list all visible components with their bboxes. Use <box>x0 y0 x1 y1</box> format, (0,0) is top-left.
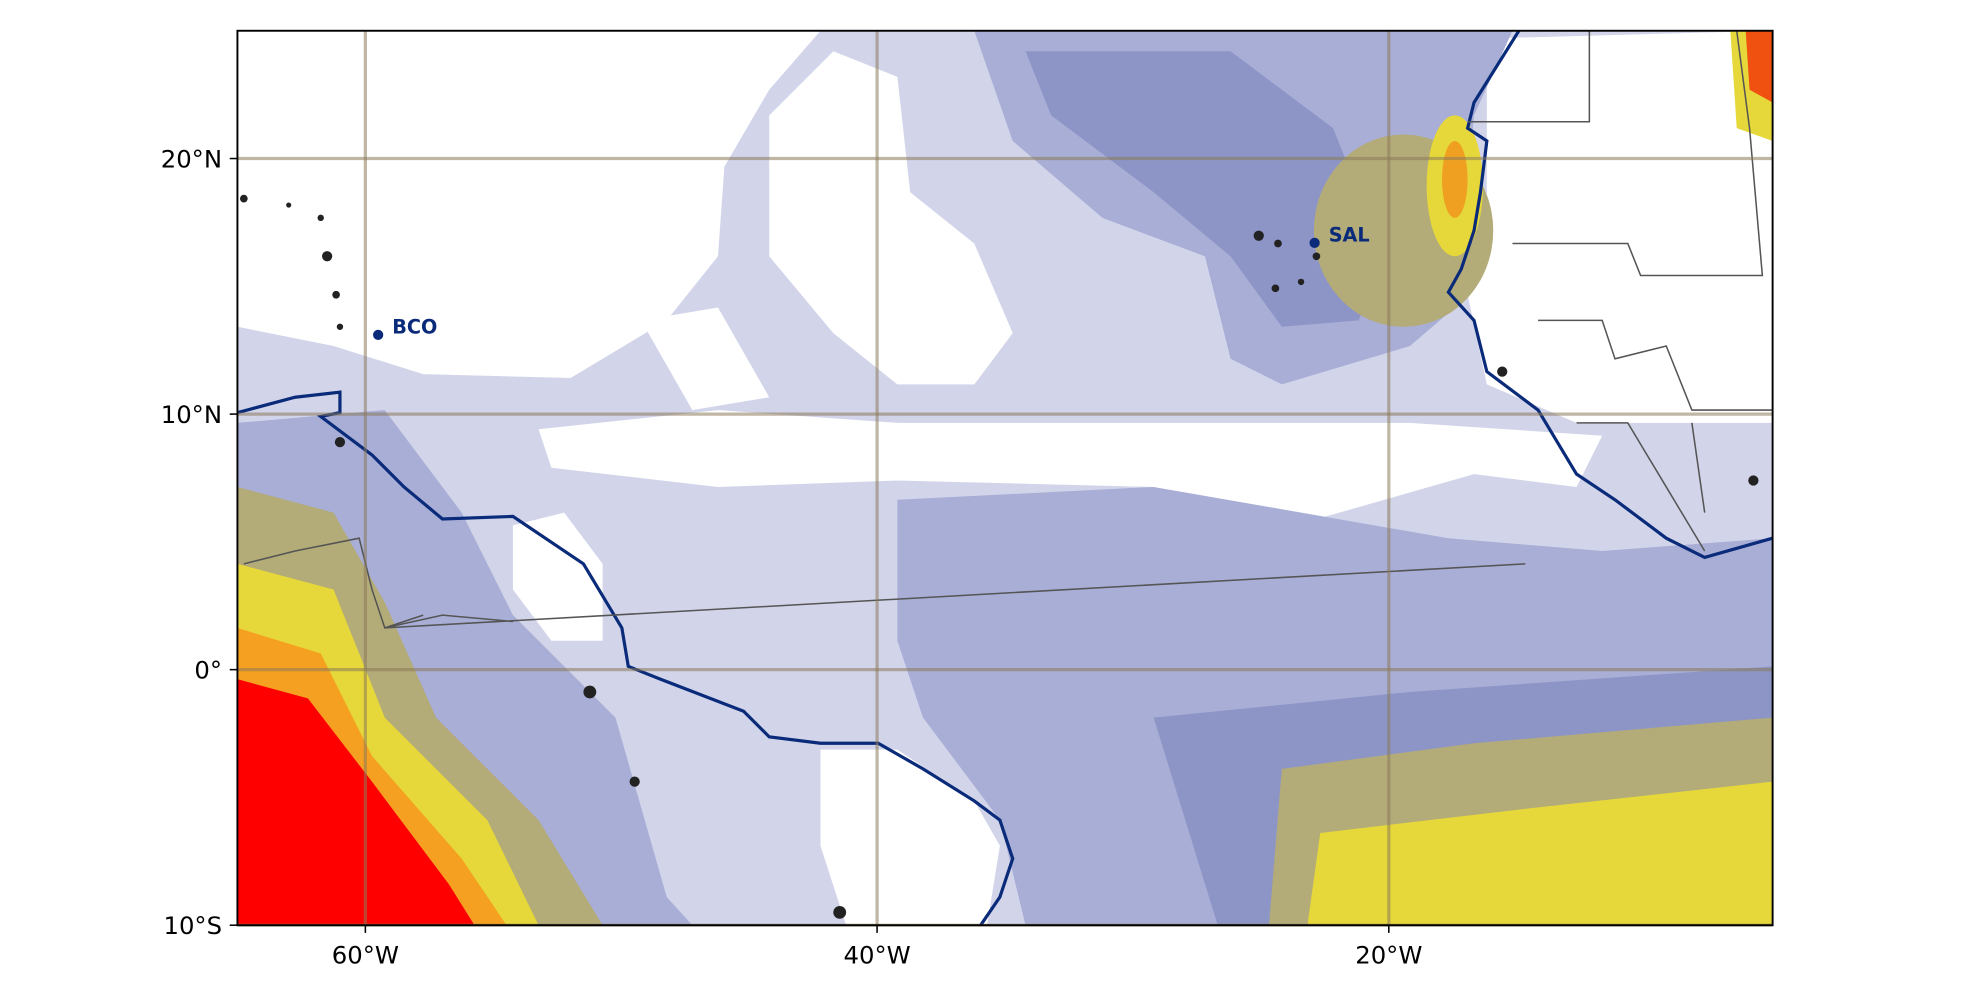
x-tick-label: 40°W <box>843 941 910 970</box>
stations: BCO SAL <box>373 224 1370 340</box>
station-marker <box>373 329 384 340</box>
station-marker <box>1309 237 1320 248</box>
field <box>237 30 1773 926</box>
axis-ticks: 60°W 40°W 20°W 10°S 0° 10°N 20°N <box>161 145 1423 970</box>
islands <box>239 194 1759 919</box>
y-tick-label: 20°N <box>161 145 222 174</box>
x-tick-label: 20°W <box>1355 941 1422 970</box>
x-tick-label: 60°W <box>332 941 399 970</box>
y-tick-label: 10°N <box>161 400 222 429</box>
station-label: SAL <box>1329 224 1370 247</box>
y-tick-label: 0° <box>194 656 222 685</box>
map-frame <box>236 29 1774 927</box>
station-label: BCO <box>392 316 437 339</box>
y-tick-label: 10°S <box>163 911 222 940</box>
